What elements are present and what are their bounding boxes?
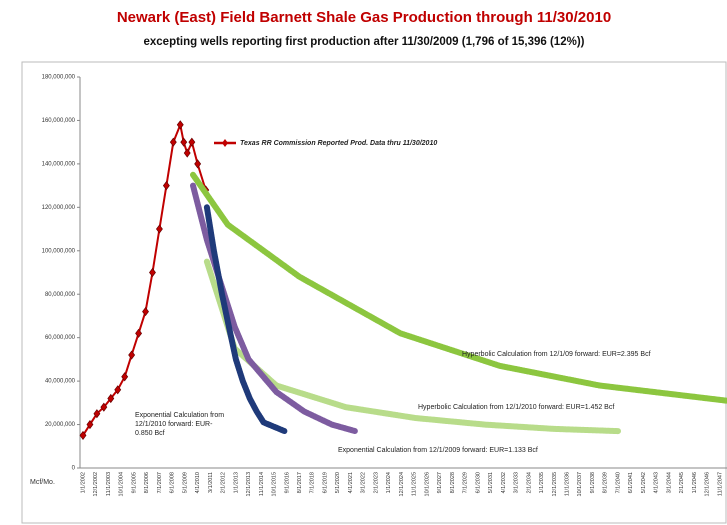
x-tick-label: 4/1/2043 xyxy=(654,472,660,493)
data-point xyxy=(180,137,188,147)
data-point xyxy=(188,137,196,147)
x-tick-label: 3/1/2011 xyxy=(208,472,214,493)
x-tick-label: 3/1/2022 xyxy=(361,472,367,493)
x-tick-label: 5/1/2042 xyxy=(641,472,647,493)
y-tick-label: 20,000,000 xyxy=(45,422,76,428)
data-point xyxy=(93,409,101,419)
x-tick-label: 8/1/2028 xyxy=(450,472,456,493)
x-tick-label: 2/1/2045 xyxy=(679,472,685,493)
x-tick-label: 3/1/2033 xyxy=(514,472,520,493)
chart-subtitle: excepting wells reporting first producti… xyxy=(144,36,585,48)
annotation: Hyperbolic Calculation from 12/1/2010 fo… xyxy=(418,404,614,411)
data-point xyxy=(128,350,136,360)
x-tick-label: 11/1/2014 xyxy=(259,472,265,496)
data-point xyxy=(176,120,184,130)
y-tick-label: 80,000,000 xyxy=(45,292,76,298)
data-point xyxy=(194,159,202,169)
x-tick-label: 6/1/2030 xyxy=(475,472,481,493)
x-tick-label: 12/1/2024 xyxy=(399,472,405,496)
x-tick-label: 5/1/2031 xyxy=(488,472,494,493)
x-tick-label: 6/1/2019 xyxy=(322,472,328,493)
x-tick-label: 11/1/2047 xyxy=(717,472,723,496)
plot-frame xyxy=(21,61,727,524)
x-tick-label: 10/1/2004 xyxy=(119,472,125,496)
y-axis-label: Mcf/Mo. xyxy=(30,479,55,486)
y-tick-label: 160,000,000 xyxy=(42,118,76,124)
data-point xyxy=(121,372,129,382)
data-point xyxy=(100,402,108,412)
series-line xyxy=(203,204,288,435)
data-point xyxy=(135,328,143,338)
data-point xyxy=(86,419,94,430)
x-tick-label: 5/1/2009 xyxy=(182,472,188,493)
x-tick-label: 10/1/2037 xyxy=(577,472,583,496)
annotation: 12/1/2010 forward: EUR- xyxy=(135,421,213,428)
x-tick-label: 1/1/2013 xyxy=(233,472,239,493)
y-tick-label: 0 xyxy=(72,466,76,472)
legend-label: Texas RR Commission Reported Prod. Data … xyxy=(240,140,437,147)
data-point xyxy=(142,307,149,317)
chart-title: Newark (East) Field Barnett Shale Gas Pr… xyxy=(117,9,611,26)
y-tick-label: 180,000,000 xyxy=(42,75,76,81)
y-tick-label: 120,000,000 xyxy=(42,205,76,211)
x-tick-label: 10/1/2026 xyxy=(424,472,430,496)
y-tick-label: 40,000,000 xyxy=(45,379,76,385)
x-tick-label: 8/1/2006 xyxy=(144,472,150,493)
x-tick-label: 12/1/2035 xyxy=(552,472,558,496)
series-line xyxy=(190,171,727,404)
x-tick-label: 9/1/2016 xyxy=(284,472,290,493)
x-tick-label: 6/1/2008 xyxy=(170,472,176,493)
x-tick-label: 8/1/2017 xyxy=(297,472,303,493)
x-tick-label: 12/1/2046 xyxy=(705,472,711,496)
x-tick-label: 8/1/2039 xyxy=(603,472,609,493)
x-tick-label: 9/1/2038 xyxy=(590,472,596,493)
x-tick-label: 9/1/2027 xyxy=(437,472,443,493)
series-line xyxy=(190,182,359,435)
legend-marker xyxy=(222,139,228,147)
data-point xyxy=(155,224,163,234)
x-tick-label: 12/1/2002 xyxy=(93,472,99,496)
x-tick-label: 9/1/2005 xyxy=(131,472,137,493)
x-tick-label: 7/1/2018 xyxy=(310,472,316,493)
y-tick-label: 100,000,000 xyxy=(42,248,76,254)
series-line xyxy=(203,258,621,435)
x-tick-label: 7/1/2029 xyxy=(463,472,469,493)
data-point xyxy=(162,181,170,191)
data-point xyxy=(114,385,122,395)
x-tick-label: 7/1/2040 xyxy=(615,472,621,493)
data-point xyxy=(79,430,87,441)
x-tick-label: 3/1/2044 xyxy=(666,472,672,493)
x-tick-label: 12/1/2013 xyxy=(246,472,252,496)
x-tick-label: 4/1/2010 xyxy=(195,472,201,493)
data-point xyxy=(169,137,177,147)
x-tick-label: 2/1/2023 xyxy=(373,472,379,493)
x-tick-label: 1/1/2046 xyxy=(692,472,698,493)
data-point xyxy=(107,393,115,404)
x-tick-label: 10/1/2015 xyxy=(272,472,278,496)
x-tick-label: 1/1/2035 xyxy=(539,472,545,493)
x-tick-label: 11/1/2003 xyxy=(106,472,112,496)
annotation: Exponential Calculation from 12/1/2009 f… xyxy=(338,447,538,454)
x-tick-label: 4/1/2021 xyxy=(348,472,354,493)
data-point xyxy=(183,148,191,158)
x-tick-label: 1/1/2024 xyxy=(386,472,392,493)
annotation: Hyperbolic Calculation from 12/1/09 forw… xyxy=(462,351,651,358)
x-tick-label: 1/1/2002 xyxy=(80,472,86,493)
series-line xyxy=(82,123,207,437)
x-tick-label: 11/1/2036 xyxy=(564,472,570,496)
y-tick-label: 140,000,000 xyxy=(42,161,76,167)
x-tick-label: 7/1/2007 xyxy=(157,472,163,493)
x-tick-label: 5/1/2020 xyxy=(335,472,341,493)
x-tick-label: 2/1/2012 xyxy=(221,472,227,493)
x-tick-label: 4/1/2032 xyxy=(501,472,507,493)
y-tick-label: 60,000,000 xyxy=(45,335,76,341)
x-tick-label: 6/1/2041 xyxy=(628,472,634,493)
x-tick-label: 11/1/2025 xyxy=(412,472,418,496)
data-point xyxy=(149,267,156,278)
annotation: 0.850 Bcf xyxy=(135,430,165,437)
x-tick-label: 2/1/2034 xyxy=(526,472,532,493)
annotation: Exponential Calculation from xyxy=(135,412,224,419)
